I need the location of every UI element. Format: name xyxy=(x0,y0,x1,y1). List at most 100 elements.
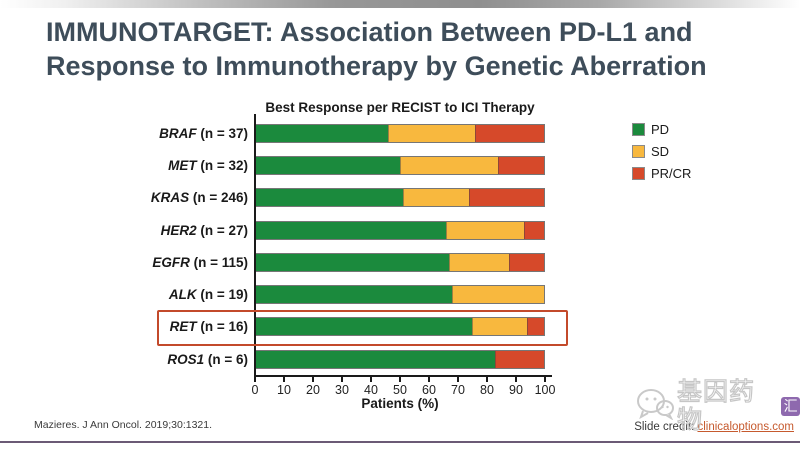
category-label: HER2 (n = 27) xyxy=(10,223,255,238)
x-axis-label: Patients (%) xyxy=(361,396,439,411)
x-tick-mark xyxy=(428,377,430,382)
gene-name: EGFR xyxy=(152,254,190,270)
x-tick-label: 0 xyxy=(251,383,259,397)
bar-segment-pd xyxy=(256,253,449,271)
chart-plot-area: BRAF (n = 37) MET (n = 32) KRAS (n = 246) H… xyxy=(10,117,555,375)
n-count-label: (n = 115) xyxy=(189,254,248,270)
x-tick-mark xyxy=(283,377,285,382)
bar-segment-pr-cr xyxy=(526,318,544,336)
chart-row: KRAS (n = 246) xyxy=(10,182,555,214)
category-label: EGFR (n = 115) xyxy=(10,255,255,270)
x-tick-label: 10 xyxy=(277,383,291,397)
bar-track xyxy=(255,123,545,143)
legend-swatch-pr-cr xyxy=(632,166,645,180)
n-count-label: (n = 246) xyxy=(189,190,248,206)
bar-segment-pd xyxy=(256,156,400,174)
bar-track xyxy=(255,252,545,272)
category-label: BRAF (n = 37) xyxy=(10,126,255,141)
gene-name: HER2 xyxy=(160,222,197,238)
bar-track xyxy=(255,188,545,208)
n-count-label: (n = 32) xyxy=(196,157,248,173)
bar-segment-pr-cr xyxy=(474,124,544,142)
chart-row: MET (n = 32) xyxy=(10,149,555,181)
bottom-divider-line xyxy=(0,441,800,443)
chart-row: RET (n = 16) xyxy=(10,311,555,343)
y-axis-line xyxy=(254,114,256,377)
citation: Mazieres. J Ann Oncol. 2019;30:1321. xyxy=(34,419,213,431)
legend-item: PD xyxy=(632,121,691,137)
gene-name: RET xyxy=(169,319,197,335)
bar-segment-pd xyxy=(256,318,472,336)
bar-track xyxy=(255,155,545,175)
legend-item: SD xyxy=(632,143,691,159)
bar-track xyxy=(255,220,545,240)
bar-segment-sd xyxy=(451,286,544,304)
x-tick-label: 80 xyxy=(480,383,494,397)
x-tick-mark xyxy=(312,377,314,382)
ret-highlight-box xyxy=(157,310,568,346)
x-tick-mark xyxy=(399,377,401,382)
bar-segment-sd xyxy=(472,318,527,336)
bar-segment-pr-cr xyxy=(497,156,544,174)
x-tick-mark xyxy=(515,377,517,382)
x-tick-mark xyxy=(457,377,459,382)
bar-segment-sd xyxy=(448,253,510,271)
bar-segment-sd xyxy=(446,221,524,239)
gene-name: KRAS xyxy=(150,190,190,206)
chart-row: HER2 (n = 27) xyxy=(10,214,555,246)
bar-segment-pd xyxy=(256,286,452,304)
legend-swatch-sd xyxy=(632,144,645,158)
legend-label: PR/CR xyxy=(651,165,692,181)
bar-segment-sd xyxy=(400,156,498,174)
bar-segment-pr-cr xyxy=(509,253,544,271)
category-label: RET (n = 16) xyxy=(10,319,255,334)
chart-title: Best Response per RECIST to ICI Therapy xyxy=(265,100,535,115)
category-label: KRAS (n = 246) xyxy=(10,190,255,205)
bar-segment-pd xyxy=(256,350,496,368)
n-count-label: (n = 27) xyxy=(196,222,248,238)
x-tick-mark xyxy=(341,377,343,382)
category-label: ALK (n = 19) xyxy=(10,287,255,302)
legend-item: PR/CR xyxy=(632,165,692,181)
watermark: 基因药物 汇 xyxy=(636,377,800,435)
x-tick-label: 100 xyxy=(534,383,556,397)
legend-label: PD xyxy=(651,121,670,137)
chart-row: EGFR (n = 115) xyxy=(10,246,555,278)
bar-segment-sd xyxy=(388,124,475,142)
watermark-badge: 汇 xyxy=(781,396,800,416)
x-tick-mark xyxy=(370,377,372,382)
top-gradient-band xyxy=(0,0,800,8)
x-tick-mark xyxy=(254,377,256,382)
legend-label: SD xyxy=(651,143,670,159)
x-tick-label: 30 xyxy=(335,383,349,397)
x-tick-mark xyxy=(544,377,546,382)
slide-credit: Slide credit: clinicaloptions.com xyxy=(634,421,794,433)
gene-name: MET xyxy=(168,157,197,173)
x-axis-ticks: 0 10 20 30 40 50 60 70 80 90 100 xyxy=(251,377,555,399)
bar-track xyxy=(255,349,545,369)
x-tick-label: 20 xyxy=(306,383,320,397)
bar-track xyxy=(255,317,545,337)
x-tick-label: 90 xyxy=(509,383,523,397)
x-tick-mark xyxy=(486,377,488,382)
x-tick-label: 50 xyxy=(393,383,407,397)
category-label: ROS1 (n = 6) xyxy=(10,352,255,367)
x-tick-label: 60 xyxy=(422,383,436,397)
n-count-label: (n = 6) xyxy=(204,351,248,367)
slide-credit-link[interactable]: clinicaloptions.com xyxy=(697,421,794,433)
category-label: MET (n = 32) xyxy=(10,158,255,173)
n-count-label: (n = 19) xyxy=(196,287,248,303)
n-count-label: (n = 37) xyxy=(196,125,248,141)
bar-segment-sd xyxy=(402,189,470,207)
x-tick-label: 40 xyxy=(364,383,378,397)
page-title-line1: IMMUNOTARGET: Association Between PD-L1 … xyxy=(46,17,693,47)
gene-name: ALK xyxy=(168,287,197,303)
n-count-label: (n = 16) xyxy=(196,319,248,335)
chart-row: ALK (n = 19) xyxy=(10,278,555,310)
bar-segment-pd xyxy=(256,189,403,207)
bar-segment-pd xyxy=(256,221,447,239)
chart-row: BRAF (n = 37) xyxy=(10,117,555,149)
bar-segment-pr-cr xyxy=(523,221,544,239)
bar-segment-pr-cr xyxy=(495,350,544,368)
